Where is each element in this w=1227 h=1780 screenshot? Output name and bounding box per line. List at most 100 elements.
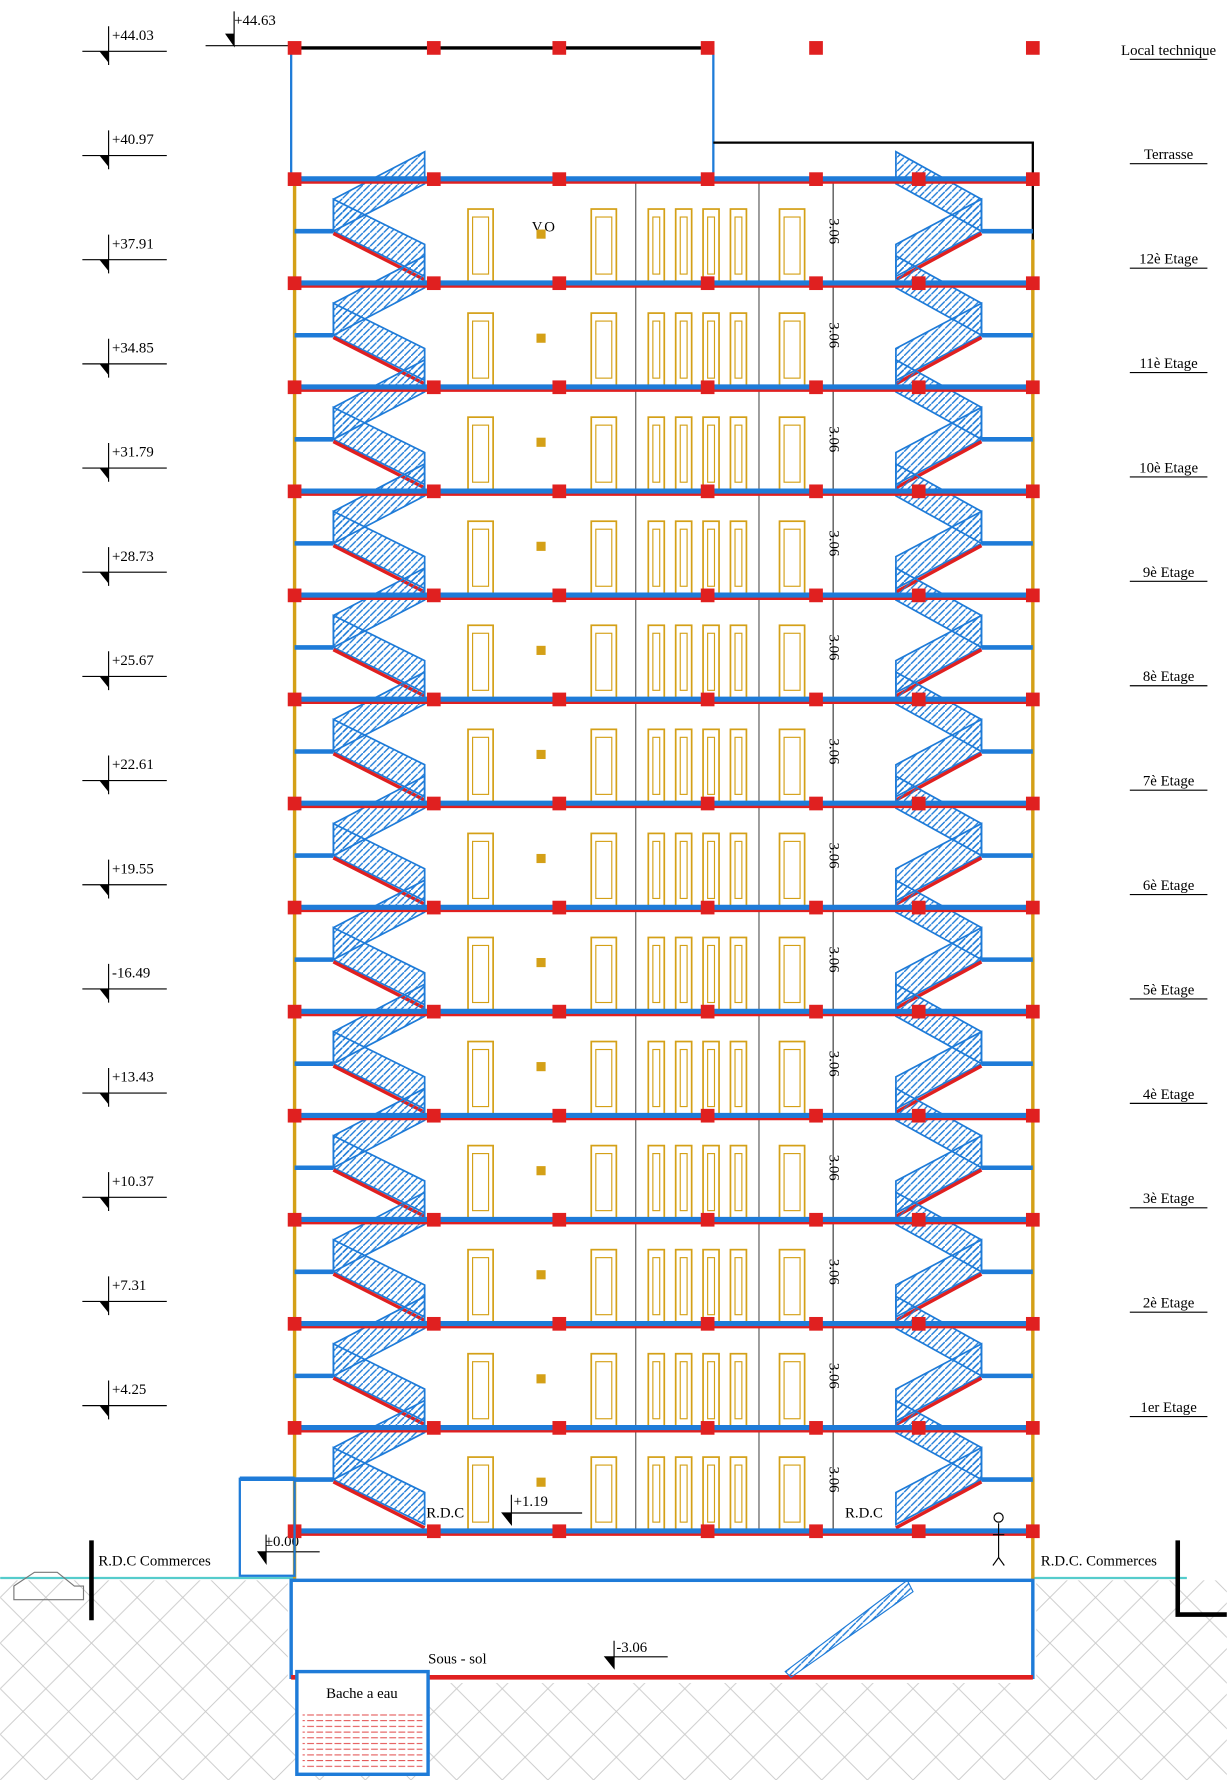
rdc-label: R.D.C bbox=[426, 1506, 464, 1522]
door bbox=[468, 625, 493, 699]
elevation-arrow bbox=[99, 51, 108, 62]
door-leaf bbox=[708, 217, 715, 274]
beam bbox=[701, 1213, 715, 1227]
door-leaf bbox=[735, 1050, 742, 1107]
door bbox=[468, 1250, 493, 1324]
beam bbox=[552, 41, 566, 55]
elevation-arrow bbox=[99, 676, 108, 687]
dimension-label: 3.06 bbox=[826, 843, 842, 869]
door bbox=[780, 1042, 805, 1116]
beam bbox=[288, 1213, 302, 1227]
door bbox=[730, 1457, 746, 1531]
door-leaf bbox=[473, 1050, 489, 1107]
door bbox=[591, 833, 616, 907]
door-leaf bbox=[653, 1050, 660, 1107]
door bbox=[730, 1250, 746, 1324]
beam bbox=[912, 693, 926, 707]
door bbox=[591, 1042, 616, 1116]
door bbox=[648, 625, 664, 699]
door-leaf bbox=[708, 1465, 715, 1522]
basement-label: Sous - sol bbox=[428, 1652, 487, 1668]
stair-flight bbox=[896, 568, 982, 647]
door-leaf bbox=[596, 633, 612, 690]
beam bbox=[701, 1109, 715, 1123]
door bbox=[703, 729, 719, 803]
door bbox=[648, 1250, 664, 1324]
beam bbox=[288, 172, 302, 186]
stair-flight bbox=[896, 672, 982, 751]
rdc-level: +1.19 bbox=[514, 1494, 548, 1510]
vent bbox=[536, 958, 545, 967]
door-leaf bbox=[708, 1154, 715, 1211]
door-leaf bbox=[653, 841, 660, 898]
stair-flight bbox=[896, 152, 982, 231]
beam bbox=[427, 41, 441, 55]
beam bbox=[701, 1317, 715, 1331]
door bbox=[780, 521, 805, 595]
stair-flight bbox=[333, 1296, 424, 1375]
elevation-arrow bbox=[99, 885, 108, 896]
door-leaf bbox=[784, 1154, 800, 1211]
door-leaf bbox=[735, 1154, 742, 1211]
door-leaf bbox=[473, 425, 489, 482]
stair-flight bbox=[333, 776, 424, 855]
beam bbox=[1026, 484, 1040, 498]
beam bbox=[912, 797, 926, 811]
dimension-label: 3.06 bbox=[826, 1155, 842, 1181]
beam bbox=[1026, 380, 1040, 394]
beam bbox=[427, 172, 441, 186]
beam bbox=[809, 797, 823, 811]
beam bbox=[1026, 797, 1040, 811]
door bbox=[648, 1146, 664, 1220]
door bbox=[591, 313, 616, 387]
door-leaf bbox=[680, 1050, 687, 1107]
door bbox=[591, 1457, 616, 1531]
door-leaf bbox=[784, 1258, 800, 1315]
stair-flight bbox=[333, 256, 424, 335]
elevation-label: +13.43 bbox=[112, 1070, 154, 1086]
door bbox=[676, 1354, 692, 1428]
door-leaf bbox=[596, 841, 612, 898]
stair-flight bbox=[333, 1192, 424, 1271]
door bbox=[676, 625, 692, 699]
door bbox=[780, 833, 805, 907]
beam bbox=[912, 1005, 926, 1019]
beam bbox=[809, 276, 823, 290]
door-leaf bbox=[473, 217, 489, 274]
door bbox=[730, 1042, 746, 1116]
door-leaf bbox=[680, 945, 687, 1002]
door-leaf bbox=[596, 1258, 612, 1315]
tank-label: Bache a eau bbox=[326, 1686, 398, 1702]
stair-flight bbox=[333, 464, 424, 543]
stair-flight bbox=[896, 984, 982, 1063]
beam bbox=[427, 901, 441, 915]
elevation-label: +7.31 bbox=[112, 1278, 146, 1294]
beam bbox=[552, 1005, 566, 1019]
beam bbox=[552, 484, 566, 498]
beam bbox=[1026, 1421, 1040, 1435]
elevation-label: +37.91 bbox=[112, 236, 154, 252]
beam bbox=[288, 41, 302, 55]
door-leaf bbox=[708, 1050, 715, 1107]
beam bbox=[552, 380, 566, 394]
floor-label: 7è Etage bbox=[1143, 774, 1195, 790]
door-leaf bbox=[680, 841, 687, 898]
stair-flight bbox=[896, 360, 982, 439]
door-leaf bbox=[784, 945, 800, 1002]
door-leaf bbox=[653, 945, 660, 1002]
beam bbox=[552, 1109, 566, 1123]
door bbox=[648, 1042, 664, 1116]
beam bbox=[427, 797, 441, 811]
elevation-arrow bbox=[99, 364, 108, 375]
door-leaf bbox=[708, 1258, 715, 1315]
door-leaf bbox=[596, 217, 612, 274]
door bbox=[730, 313, 746, 387]
beam bbox=[701, 589, 715, 603]
floor-label: Local technique bbox=[1121, 43, 1217, 59]
stair-flight bbox=[896, 880, 982, 959]
beam bbox=[288, 1005, 302, 1019]
elevation-arrow bbox=[99, 1301, 108, 1312]
floor-label: 2è Etage bbox=[1143, 1296, 1195, 1312]
beam bbox=[809, 693, 823, 707]
beam bbox=[1026, 1317, 1040, 1331]
